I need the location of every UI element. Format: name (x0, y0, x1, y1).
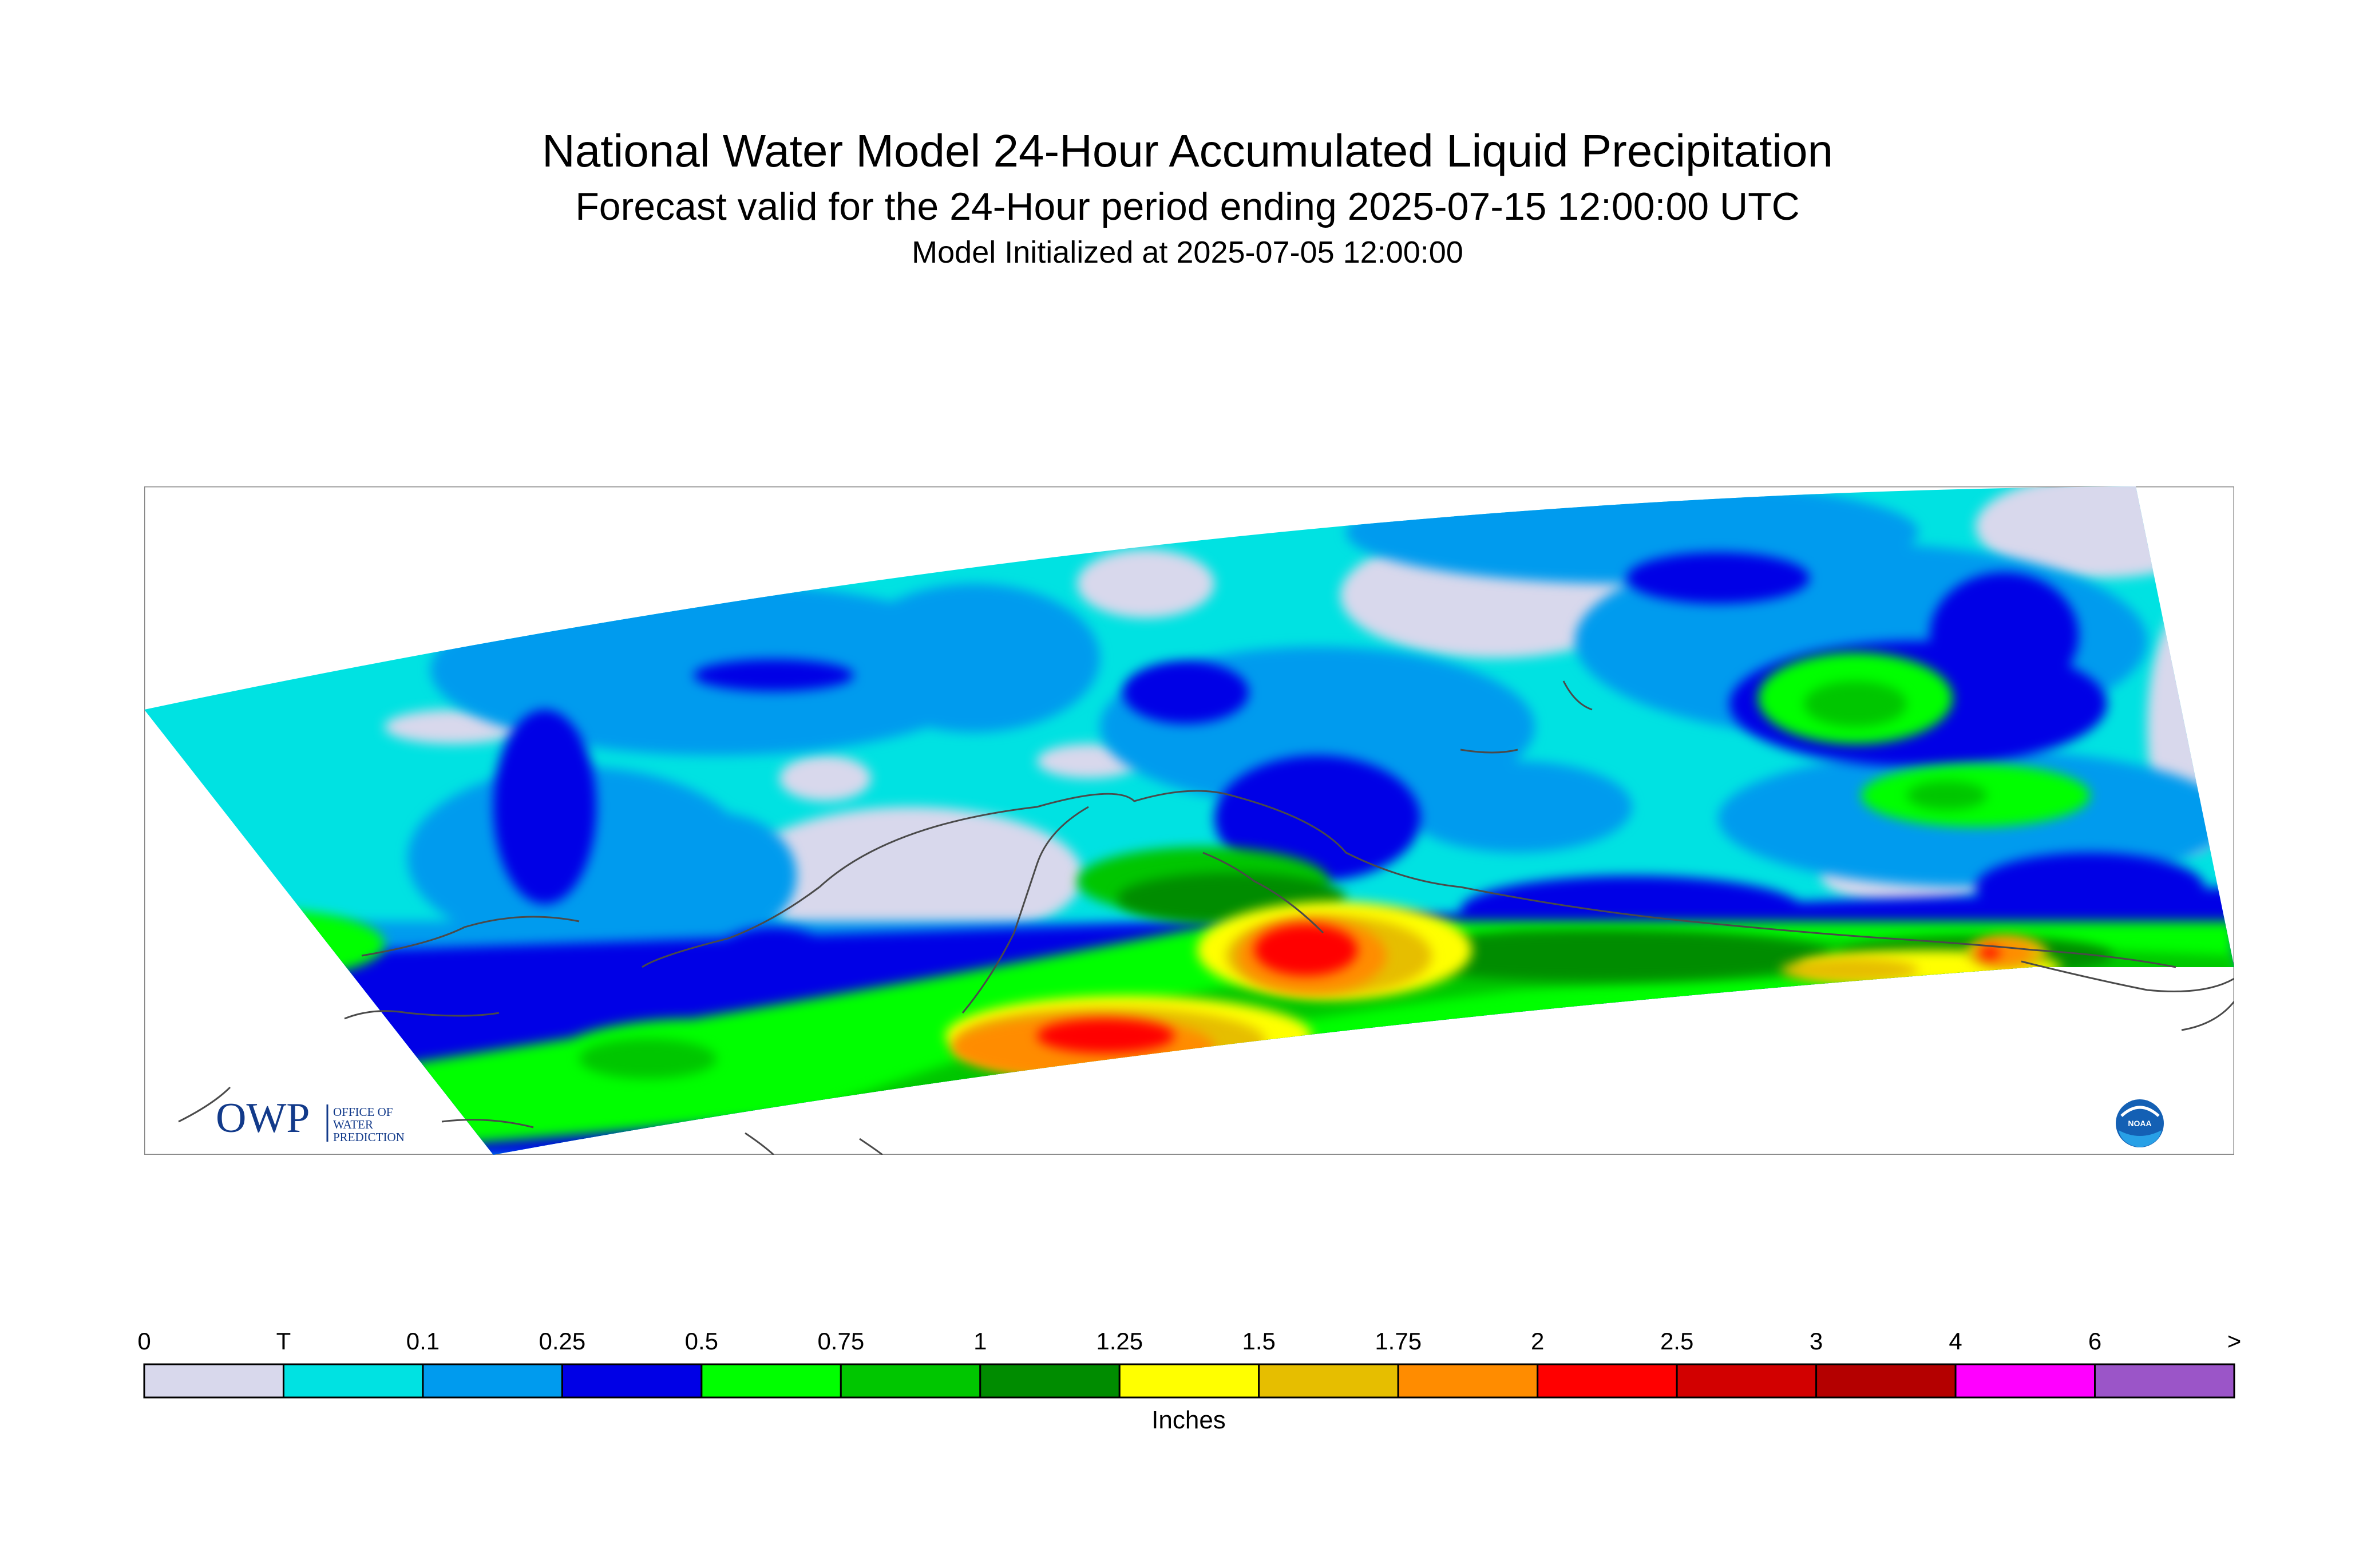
legend-tick-label: 3 (1810, 1328, 1823, 1355)
legend-color-box (422, 1363, 563, 1399)
legend-color-box (979, 1363, 1121, 1399)
model-init-line: Model Initialized at 2025-07-05 12:00:00 (912, 235, 1463, 270)
legend-tick-label: 2.5 (1660, 1328, 1693, 1355)
map-subtitle: Forecast valid for the 24-Hour period en… (575, 185, 1800, 228)
legend-tick-label: 0.1 (406, 1328, 440, 1355)
legend-tick-label: 0.5 (685, 1328, 718, 1355)
svg-text:OFFICE OF: OFFICE OF (333, 1105, 393, 1119)
legend-color-box (1118, 1363, 1260, 1399)
owp-logo: OWP OFFICE OF WATER PREDICTION (216, 1095, 405, 1144)
legend-tick-label: 1 (973, 1328, 987, 1355)
legend-tick-label: 2 (1531, 1328, 1544, 1355)
legend-color-box (561, 1363, 703, 1399)
legend-color-box (1397, 1363, 1539, 1399)
legend-color-box (2094, 1363, 2235, 1399)
legend-tick-labels: 0 T 0.1 0.25 0.5 0.75 1 1.25 1.5 1.75 2 2.5 3 4 6 > (137, 1328, 2241, 1355)
legend-color-bar (143, 1363, 2235, 1399)
legend-tick-label: > (2227, 1328, 2242, 1355)
svg-text:WATER: WATER (333, 1118, 373, 1131)
svg-text:NOAA: NOAA (2128, 1119, 2151, 1128)
legend-color-box (700, 1363, 842, 1399)
owp-logo-text: OWP (216, 1095, 310, 1142)
legend-tick-label: 1.25 (1096, 1328, 1143, 1355)
legend-tick-label: 6 (2088, 1328, 2101, 1355)
legend-color-box (1815, 1363, 1957, 1399)
legend-color-box (840, 1363, 981, 1399)
coastlines (178, 680, 2234, 1155)
legend-tick-label: 4 (1949, 1328, 1962, 1355)
legend-color-box (1258, 1363, 1399, 1399)
legend-tick-label: 1.75 (1375, 1328, 1422, 1355)
legend-tick-label: 0.25 (539, 1328, 586, 1355)
legend-tick-label: 0.75 (817, 1328, 864, 1355)
legend-color-box (1954, 1363, 2096, 1399)
legend-tick-label: T (276, 1328, 291, 1355)
legend-tick-label: 0 (137, 1328, 151, 1355)
legend-unit-label: Inches (1151, 1406, 1226, 1434)
svg-text:PREDICTION: PREDICTION (333, 1130, 405, 1144)
precipitation-map: OWP OFFICE OF WATER PREDICTION NOAA (144, 486, 2234, 1155)
legend-tick-label: 1.5 (1242, 1328, 1276, 1355)
noaa-logo: NOAA (2116, 1099, 2164, 1147)
precip-legend: 0 T 0.1 0.25 0.5 0.75 1 1.25 1.5 1.75 2 2.5 3 4 6 > Inc… (137, 1328, 2241, 1434)
legend-color-box (1537, 1363, 1678, 1399)
map-title: National Water Model 24-Hour Accumulated… (542, 125, 1833, 176)
legend-color-box (282, 1363, 424, 1399)
legend-color-box (143, 1363, 284, 1399)
legend-color-box (1676, 1363, 1818, 1399)
